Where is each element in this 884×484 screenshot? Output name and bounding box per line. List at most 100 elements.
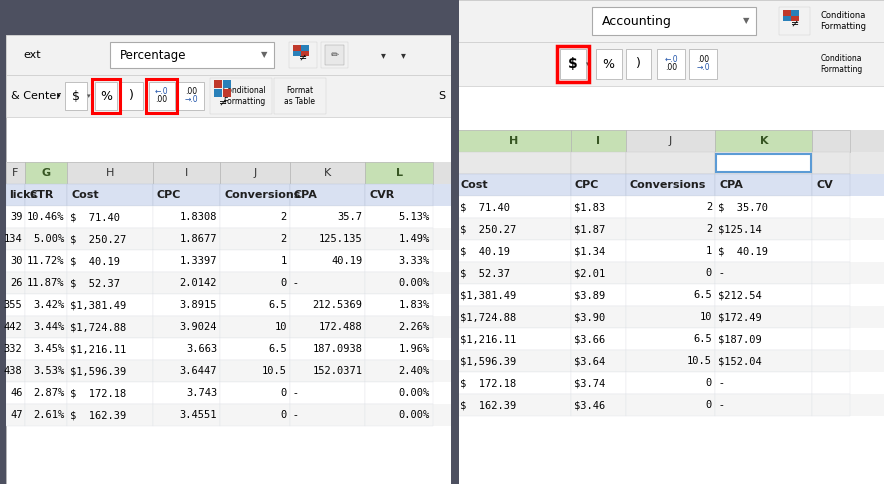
Text: 10.5: 10.5 xyxy=(687,356,713,366)
Text: 442: 442 xyxy=(4,322,22,332)
Bar xyxy=(812,262,850,284)
Bar xyxy=(110,42,274,68)
Bar xyxy=(457,240,571,262)
Bar xyxy=(812,152,850,174)
Text: ▾: ▾ xyxy=(381,50,385,60)
Bar xyxy=(26,272,67,294)
Text: F: F xyxy=(12,168,19,178)
Text: 3.53%: 3.53% xyxy=(33,366,65,376)
Bar xyxy=(5,250,26,272)
Text: $  172.18: $ 172.18 xyxy=(460,378,516,388)
Bar xyxy=(290,272,365,294)
Bar xyxy=(812,218,850,240)
Text: $  71.40: $ 71.40 xyxy=(460,202,510,212)
Bar xyxy=(26,184,67,206)
Bar xyxy=(812,394,850,416)
Text: Conversions: Conversions xyxy=(629,180,706,190)
Bar xyxy=(626,49,652,79)
Bar xyxy=(457,328,884,350)
Text: 152.0371: 152.0371 xyxy=(312,366,362,376)
Bar xyxy=(224,89,232,97)
Bar xyxy=(457,284,571,306)
Bar xyxy=(153,272,220,294)
Bar xyxy=(290,294,365,316)
Bar xyxy=(365,162,433,184)
Text: 35.7: 35.7 xyxy=(338,212,362,222)
Text: $3.90: $3.90 xyxy=(574,312,606,322)
Bar xyxy=(5,294,453,316)
Bar xyxy=(290,184,365,206)
Text: $187.09: $187.09 xyxy=(718,334,762,344)
Text: 2: 2 xyxy=(705,224,713,234)
Text: 0.00%: 0.00% xyxy=(399,278,430,288)
Text: $  71.40: $ 71.40 xyxy=(70,212,120,222)
Bar xyxy=(210,78,272,114)
Bar xyxy=(92,79,120,113)
Bar xyxy=(5,404,453,426)
Bar xyxy=(220,162,290,184)
Text: I: I xyxy=(597,136,600,146)
Text: $  52.37: $ 52.37 xyxy=(70,278,120,288)
Bar xyxy=(290,250,365,272)
Bar xyxy=(153,250,220,272)
Bar xyxy=(5,206,453,228)
Bar xyxy=(67,272,153,294)
Bar xyxy=(153,404,220,426)
Text: 40.19: 40.19 xyxy=(332,256,362,266)
Bar xyxy=(5,382,453,404)
Text: 2.61%: 2.61% xyxy=(33,410,65,420)
Text: $  162.39: $ 162.39 xyxy=(460,400,516,410)
Text: 3.4551: 3.4551 xyxy=(179,410,217,420)
Bar xyxy=(301,51,309,56)
Bar xyxy=(782,16,790,21)
Bar xyxy=(571,328,626,350)
Text: ▾: ▾ xyxy=(88,93,91,99)
Text: $  172.18: $ 172.18 xyxy=(70,388,126,398)
Bar xyxy=(457,174,571,196)
Bar xyxy=(220,184,290,206)
Text: 46: 46 xyxy=(10,388,22,398)
Text: licks: licks xyxy=(10,190,38,200)
Bar xyxy=(5,338,453,360)
Text: CV: CV xyxy=(817,180,834,190)
Text: $  40.19: $ 40.19 xyxy=(718,246,768,256)
Bar xyxy=(690,49,717,79)
Text: $  40.19: $ 40.19 xyxy=(460,246,510,256)
Text: $1,724.88: $1,724.88 xyxy=(70,322,126,332)
Text: $1,596.39: $1,596.39 xyxy=(70,366,126,376)
Text: 6.5: 6.5 xyxy=(693,290,713,300)
Text: Conditiona
Formatting: Conditiona Formatting xyxy=(820,54,863,74)
Bar xyxy=(290,228,365,250)
Bar xyxy=(457,350,884,372)
Bar xyxy=(5,316,26,338)
Text: Format
as Table: Format as Table xyxy=(285,86,316,106)
Bar xyxy=(5,162,453,184)
Text: I: I xyxy=(185,168,188,178)
Text: 125.135: 125.135 xyxy=(318,234,362,244)
Text: 2.0142: 2.0142 xyxy=(179,278,217,288)
Text: $1,724.88: $1,724.88 xyxy=(460,312,516,322)
Bar xyxy=(26,206,67,228)
Bar xyxy=(121,82,142,110)
Bar xyxy=(67,360,153,382)
Bar xyxy=(571,196,626,218)
Bar xyxy=(290,338,365,360)
Text: 3.44%: 3.44% xyxy=(33,322,65,332)
Bar xyxy=(626,372,715,394)
Bar xyxy=(290,382,365,404)
Bar xyxy=(365,272,433,294)
Text: CVR: CVR xyxy=(370,190,394,200)
Bar xyxy=(715,240,812,262)
Bar xyxy=(457,394,571,416)
Bar xyxy=(224,80,232,88)
Bar xyxy=(571,152,626,174)
Text: 2: 2 xyxy=(280,234,286,244)
Bar xyxy=(457,130,884,152)
Text: 0.00%: 0.00% xyxy=(399,388,430,398)
Text: $172.49: $172.49 xyxy=(718,312,762,322)
Bar xyxy=(67,162,153,184)
Bar xyxy=(5,360,26,382)
Bar xyxy=(5,404,26,426)
Bar xyxy=(67,382,153,404)
Bar xyxy=(626,328,715,350)
